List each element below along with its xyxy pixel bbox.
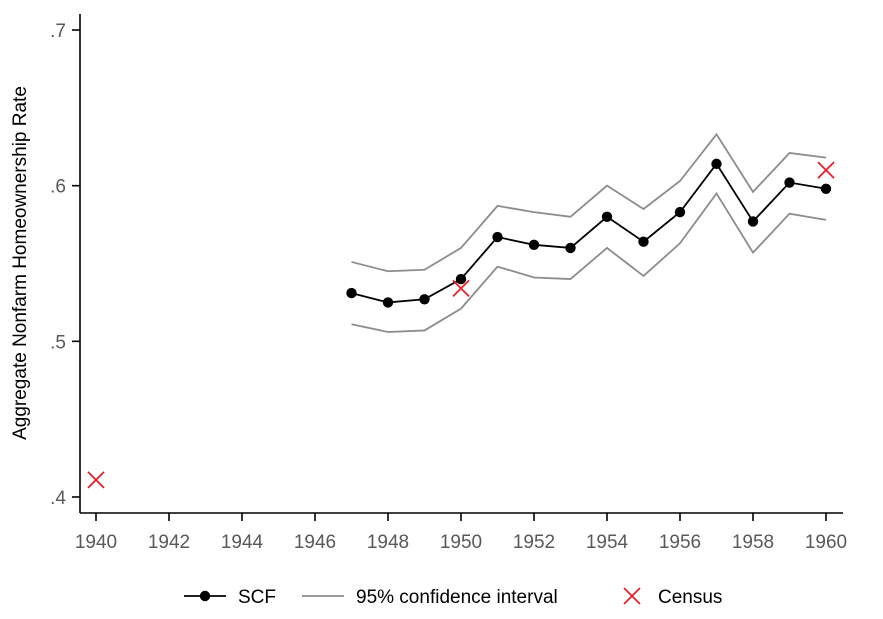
- scf-point: [382, 297, 394, 308]
- axes: .4 .5 .6 .7 1940 1942 1944 1946 1948 1950 1952 1954…: [50, 14, 847, 553]
- census-marker-stroke: [87, 471, 105, 489]
- legend-label: Census: [658, 587, 722, 608]
- x-tick-label: 1944: [221, 532, 264, 553]
- x-tick-label: 1946: [294, 532, 336, 553]
- legend: SCF 95% confidence interval Census: [184, 587, 722, 608]
- x-tick-label: 1958: [732, 532, 774, 553]
- scf-point: [784, 177, 795, 188]
- scf-point: [419, 294, 430, 305]
- y-tick-label: .4: [50, 488, 66, 509]
- x-tick-label: 1940: [75, 532, 117, 553]
- scf-point: [492, 231, 503, 243]
- legend-item-scf: SCF: [184, 587, 276, 608]
- scf-point: [601, 211, 613, 222]
- x-tick-label: 1950: [440, 532, 482, 553]
- x-tick-label: 1960: [805, 532, 847, 553]
- scf-point: [638, 236, 649, 247]
- plot-area: [87, 132, 835, 489]
- legend-swatch-stroke: [623, 587, 641, 605]
- census-marker-stroke: [452, 279, 470, 298]
- x-tick-label: 1948: [367, 532, 409, 553]
- scf-point: [346, 287, 357, 299]
- y-tick-label: .7: [50, 21, 66, 42]
- scf-series-line: [351, 162, 827, 304]
- legend-label: SCF: [238, 587, 276, 608]
- y-axis-title: Aggregate Nonfarm Homeownership Rate: [10, 86, 31, 440]
- legend-label: 95% confidence interval: [356, 587, 558, 608]
- x-tick-label: 1942: [148, 532, 190, 553]
- scf-point: [711, 158, 722, 170]
- legend-swatch-marker: [199, 590, 211, 602]
- census-point: [452, 279, 470, 298]
- ci-lower-line: [351, 191, 827, 333]
- x-tick-label: 1954: [586, 532, 629, 553]
- census-point: [817, 161, 835, 179]
- x-tick-label: 1952: [513, 532, 555, 553]
- scf-point: [565, 242, 576, 254]
- legend-item-census: Census: [623, 587, 722, 608]
- ci-upper-line: [351, 132, 827, 273]
- scf-point: [747, 216, 759, 227]
- scf-point: [674, 206, 686, 218]
- y-tick-label: .5: [50, 332, 66, 353]
- legend-item-ci: 95% confidence interval: [302, 587, 558, 608]
- x-tick-label: 1956: [659, 532, 701, 553]
- census-point: [87, 471, 105, 489]
- y-tick-label: .6: [50, 177, 66, 198]
- scf-point: [455, 273, 467, 285]
- scf-point: [820, 183, 832, 194]
- scf-point: [528, 239, 540, 251]
- census-marker-stroke: [817, 161, 835, 179]
